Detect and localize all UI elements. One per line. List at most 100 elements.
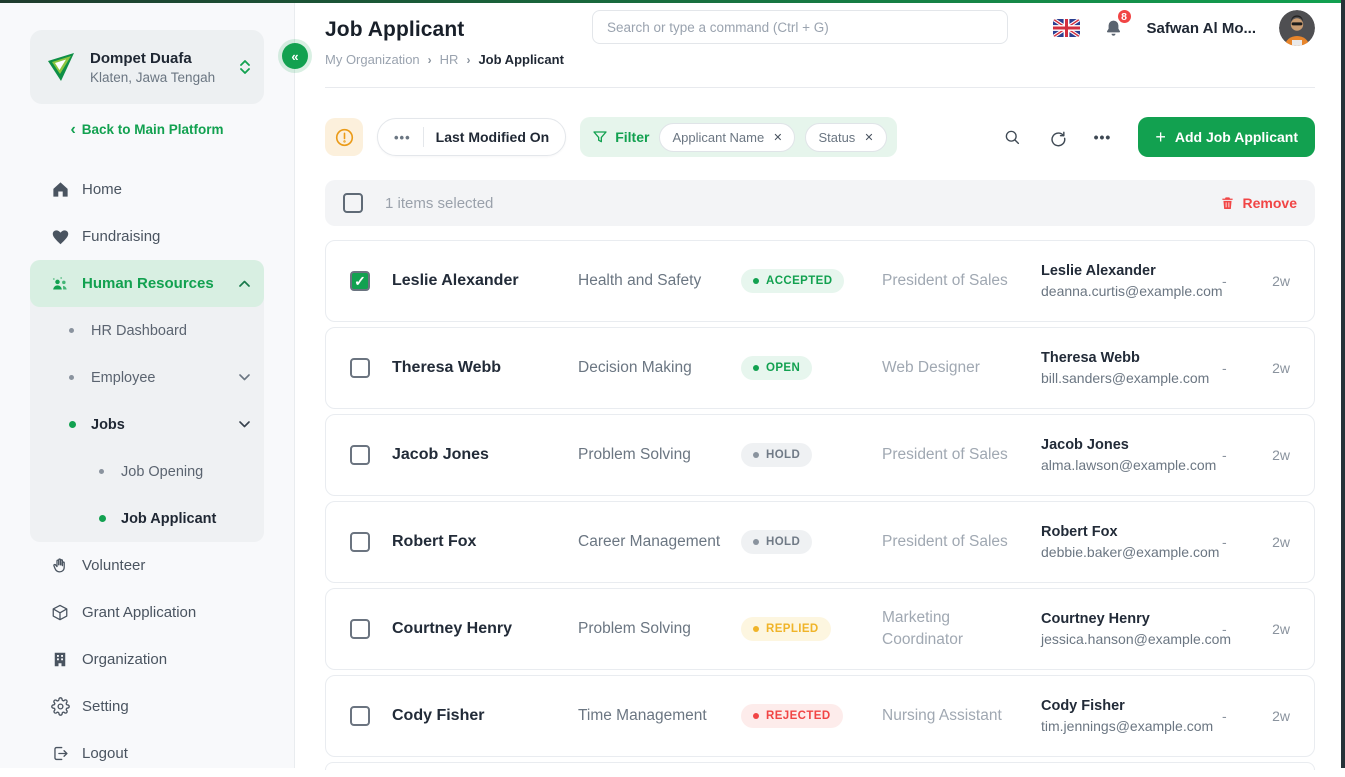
logout-icon (50, 744, 70, 764)
filter-button[interactable]: Filter (592, 129, 649, 145)
add-job-applicant-button[interactable]: + Add Job Applicant (1138, 117, 1315, 157)
row-checkbox[interactable] (350, 445, 370, 465)
sort-field-label: Last Modified On (435, 129, 550, 145)
sidebar-item-grant-application[interactable]: Grant Application (30, 589, 264, 636)
sidebar-item-job-opening[interactable]: Job Opening (30, 448, 264, 495)
back-arrow-icon: ‹ (70, 121, 76, 138)
sort-selector[interactable]: ••• Last Modified On (377, 118, 567, 156)
applicant-skill: Health and Safety (578, 272, 702, 290)
contact-email: tim.jennings@example.com (1041, 718, 1214, 734)
select-all-checkbox[interactable] (343, 193, 363, 213)
applicant-position: President of Sales (882, 533, 1008, 551)
rating-dash: - (1222, 534, 1227, 550)
applicant-contact: Courtney Henry jessica.hanson@example.co… (1041, 611, 1231, 647)
remove-selected-button[interactable]: Remove (1220, 195, 1297, 211)
building-icon (50, 650, 70, 670)
search-list-button[interactable] (1003, 128, 1021, 146)
sidebar-item-volunteer[interactable]: Volunteer (30, 542, 264, 589)
funnel-icon (593, 131, 607, 143)
status-dot-icon (753, 539, 759, 545)
bullet-icon (99, 469, 104, 474)
sidebar-item-label: Grant Application (82, 604, 197, 621)
selection-count: 1 items selected (385, 194, 494, 212)
applicant-position: President of Sales (882, 446, 1008, 464)
applicant-contact: Jacob Jones alma.lawson@example.com (1041, 437, 1222, 473)
sidebar-item-label: Organization (82, 651, 168, 668)
contact-name: Jacob Jones (1041, 437, 1129, 453)
sidebar-item-jobs[interactable]: Jobs (30, 401, 264, 448)
status-badge: REPLIED (741, 617, 831, 641)
applicant-row[interactable]: Leslie Alexander Health and Safety ACCEP… (325, 240, 1315, 322)
applicant-row[interactable]: Courtney Henry Problem Solving REPLIED M… (325, 588, 1315, 670)
org-switch-caret-icon[interactable] (240, 60, 250, 74)
applicant-name: Courtney Henry (392, 620, 513, 637)
breadcrumb-item[interactable]: HR (439, 52, 459, 67)
breadcrumb-item[interactable]: My Organization (325, 52, 420, 67)
plus-icon: + (1155, 127, 1166, 147)
sidebar-item-setting[interactable]: Setting (30, 683, 264, 730)
organization-switcher[interactable]: Dompet Duafa Klaten, Jawa Tengah (30, 30, 264, 104)
vertical-scrollbar[interactable] (1341, 0, 1345, 768)
filter-chip-applicant-name[interactable]: Applicant Name ✕ (659, 122, 796, 152)
more-options-button[interactable]: ••• (1093, 129, 1112, 145)
row-age: 2w (1272, 708, 1290, 724)
status-dot-icon (753, 278, 759, 284)
applicant-contact: Leslie Alexander deanna.curtis@example.c… (1041, 263, 1223, 299)
row-checkbox[interactable] (350, 358, 370, 378)
refresh-icon (1050, 131, 1065, 146)
org-name: Dompet Duafa (90, 49, 192, 67)
breadcrumb-item-current: Job Applicant (478, 52, 564, 67)
sidebar-item-hr-dashboard[interactable]: HR Dashboard (30, 307, 264, 354)
back-to-main-platform-link[interactable]: ‹ Back to Main Platform (70, 121, 224, 138)
sidebar: Dompet Duafa Klaten, Jawa Tengah ‹ Back t… (0, 3, 295, 768)
language-flag-icon[interactable] (1052, 19, 1080, 37)
applicant-row[interactable]: Jacob Jones Problem Solving HOLD Preside… (325, 414, 1315, 496)
breadcrumb-separator: › (427, 52, 432, 67)
filter-chip-status[interactable]: Status ✕ (805, 122, 887, 152)
alert-button[interactable] (325, 118, 363, 156)
row-checkbox[interactable] (350, 532, 370, 552)
user-name[interactable]: Safwan Al Mo... (1146, 19, 1256, 37)
remove-chip-icon[interactable]: ✕ (864, 131, 874, 144)
notifications-button[interactable]: 8 (1103, 8, 1133, 39)
applicant-contact: Robert Fox debbie.baker@example.com (1041, 524, 1222, 560)
row-checkbox[interactable] (350, 271, 370, 291)
applicant-skill: Career Management (578, 533, 721, 551)
sidebar-item-label: Jobs (91, 416, 125, 433)
heart-icon (50, 227, 70, 247)
row-age: 2w (1272, 360, 1290, 376)
status-badge: ACCEPTED (741, 269, 845, 293)
sidebar-item-job-applicant[interactable]: Job Applicant (30, 495, 264, 542)
search-icon (1005, 130, 1019, 145)
row-checkbox[interactable] (350, 619, 370, 639)
sidebar-item-label: Human Resources (82, 275, 214, 292)
applicant-row[interactable]: Robert Fox Career Management HOLD Presid… (325, 501, 1315, 583)
status-badge: REJECTED (741, 704, 843, 728)
sidebar-item-human-resources[interactable]: Human Resources (30, 260, 264, 307)
sidebar-item-logout[interactable]: Logout (30, 730, 264, 777)
sidebar-item-fundraising[interactable]: Fundraising (30, 213, 264, 260)
sidebar-item-label: Job Opening (121, 463, 204, 480)
sidebar-item-organization[interactable]: Organization (30, 636, 264, 683)
contact-email: debbie.baker@example.com (1041, 544, 1220, 560)
applicant-row[interactable]: Cody Fisher Time Management REJECTED Nur… (325, 675, 1315, 757)
status-dot-icon (753, 365, 759, 371)
org-location: Klaten, Jawa Tengah (90, 69, 216, 85)
gear-icon (50, 697, 70, 717)
bullet-icon (69, 328, 74, 333)
applicant-skill: Decision Making (578, 359, 692, 377)
applicant-row[interactable]: Theresa Webb Decision Making OPEN Web De… (325, 327, 1315, 409)
sort-options-icon[interactable]: ••• (394, 129, 411, 145)
row-checkbox[interactable] (350, 706, 370, 726)
sidebar-item-home[interactable]: Home (30, 166, 264, 213)
bullet-icon (99, 515, 106, 522)
status-badge: HOLD (741, 530, 813, 554)
refresh-button[interactable] (1048, 128, 1067, 147)
search-input[interactable] (607, 19, 993, 35)
sidebar-collapse-button[interactable]: « (282, 43, 308, 69)
sidebar-item-employee[interactable]: Employee (30, 354, 264, 401)
remove-chip-icon[interactable]: ✕ (773, 131, 783, 144)
avatar[interactable] (1279, 10, 1315, 46)
contact-name: Theresa Webb (1041, 350, 1140, 366)
alert-circle-icon (335, 128, 353, 146)
